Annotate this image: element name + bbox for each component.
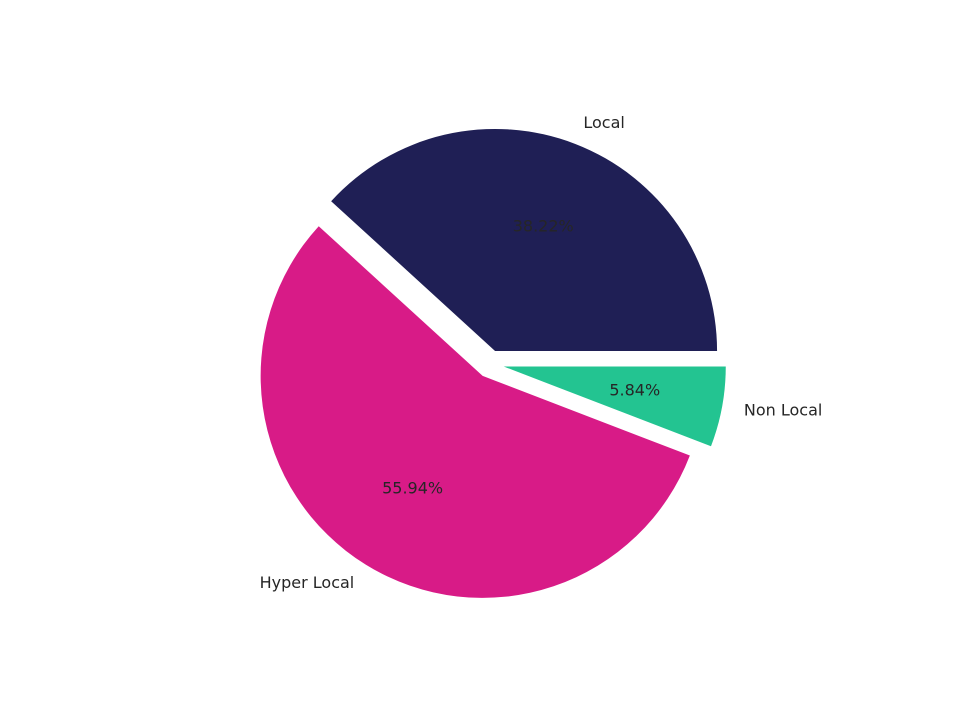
slice-label: Local [583, 113, 624, 132]
percent-label: 5.84% [609, 380, 660, 399]
pie-slice [331, 128, 718, 351]
percent-label: 55.94% [382, 479, 443, 498]
slice-label: Hyper Local [260, 573, 355, 592]
pie-slice [260, 226, 690, 598]
percent-label: 38.22% [513, 216, 574, 235]
pie-slice [503, 366, 726, 447]
slice-label: Non Local [744, 401, 822, 420]
